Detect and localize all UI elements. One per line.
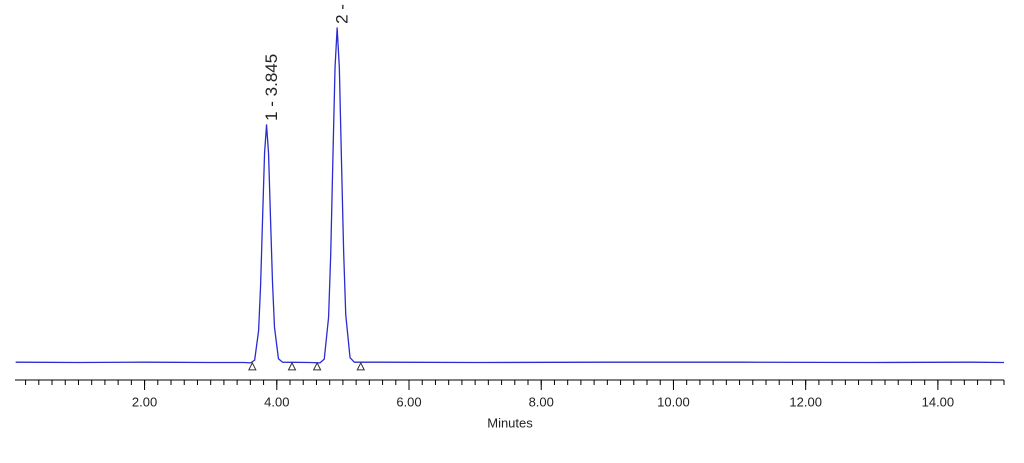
baseline-marker (356, 361, 366, 371)
baseline-marker (287, 361, 297, 371)
x-tick-label: 6.00 (396, 394, 421, 409)
x-tick-label: 12.00 (789, 394, 822, 409)
x-tick-label: 10.00 (657, 394, 690, 409)
x-axis-label: Minutes (487, 415, 533, 430)
peak-label: 1 - 3.845 (262, 54, 281, 121)
x-tick-label: 4.00 (264, 394, 289, 409)
peak-label: 2 - 4.913 (333, 0, 352, 24)
x-tick-label: 2.00 (132, 394, 157, 409)
baseline-marker (312, 361, 322, 371)
signal-line (15, 27, 1005, 364)
x-tick-label: 14.00 (922, 394, 955, 409)
baseline-marker (248, 361, 257, 371)
x-tick-label: 8.00 (529, 394, 554, 409)
